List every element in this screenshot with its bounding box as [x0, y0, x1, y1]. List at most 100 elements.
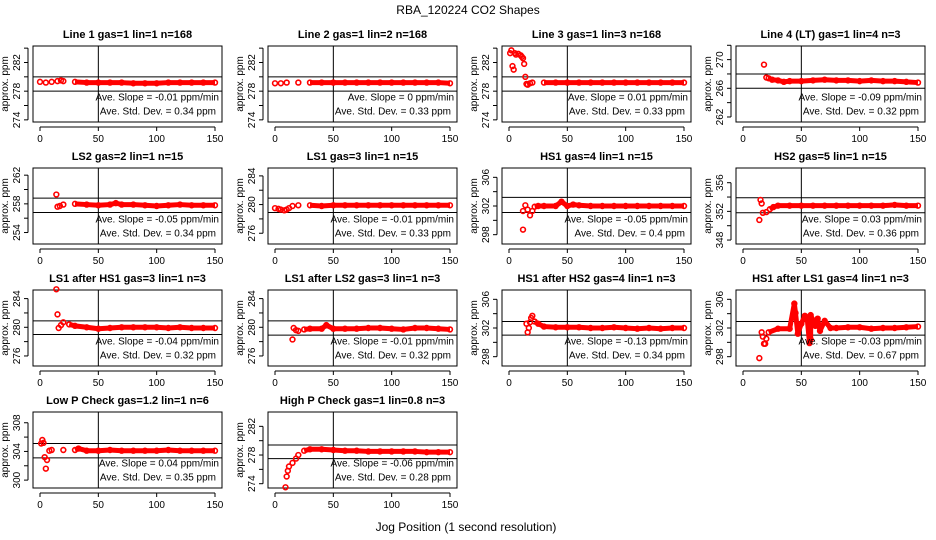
- data-point: [365, 79, 372, 86]
- data-band: [768, 202, 918, 212]
- stddev-annotation: Ave. Std. Dev. = 0.4 ppm: [574, 228, 685, 239]
- data-point: [353, 447, 360, 454]
- y-tick-label: 262: [715, 108, 726, 125]
- data-point: [446, 202, 454, 209]
- data-point: [509, 62, 516, 70]
- data-point: [622, 202, 629, 210]
- data-point: [868, 325, 875, 332]
- data-point: [388, 202, 395, 209]
- panel: Line 2 gas=1 lin=2 n=168 0 50 100 150 274 278 2…: [235, 29, 459, 145]
- data-point: [780, 78, 788, 86]
- y-tick-label: 276: [247, 347, 258, 364]
- panel: HS1 after LS1 gas=4 lin=1 n=3 0 50 100 150 29…: [703, 273, 927, 389]
- panel-title: Line 1 gas=1 lin=1 n=168: [63, 29, 192, 41]
- y-tick-label: 304: [12, 443, 23, 460]
- data-point: [774, 325, 782, 332]
- data-point: [552, 79, 559, 86]
- x-tick-label: 50: [796, 256, 808, 267]
- stddev-annotation: Ave. Std. Dev. = 0.32 ppm: [100, 350, 216, 361]
- slope-annotation: Ave. Slope = -0.06 ppm/min: [331, 459, 455, 470]
- data-point: [812, 322, 819, 330]
- data-point: [165, 324, 172, 332]
- data-point: [306, 446, 314, 453]
- plot-box: [32, 289, 223, 367]
- y-tick-label: 306: [481, 169, 492, 186]
- data-point: [295, 327, 302, 335]
- data-point: [376, 448, 384, 455]
- data-point: [176, 447, 184, 454]
- plot-box: [501, 45, 692, 123]
- x-tick-label: 150: [910, 256, 927, 267]
- x-tick-label: 50: [562, 378, 574, 389]
- data-point: [36, 78, 44, 86]
- slope-annotation: Ave. Slope = -0.01 ppm/min: [331, 337, 455, 348]
- stddev-annotation: Ave. Std. Dev. = 0.67 ppm: [803, 350, 919, 361]
- data-point: [176, 201, 184, 208]
- main-title: RBA_120224 CO2 Shapes: [396, 3, 539, 17]
- y-tick-label: 302: [481, 197, 492, 214]
- data-point: [353, 325, 360, 332]
- x-tick-label: 150: [910, 134, 927, 145]
- y-tick-label: 302: [715, 319, 726, 336]
- y-tick-label: 258: [12, 195, 23, 212]
- y-axis-label: approx. ppm: [0, 178, 11, 234]
- data-band: [767, 301, 919, 346]
- data-point: [765, 329, 772, 336]
- slope-annotation: Ave. Slope = 0.01 ppm/min: [568, 93, 688, 104]
- data-point: [435, 202, 442, 209]
- data-point: [657, 325, 664, 332]
- panel: Line 3 gas=1 lin=3 n=168 0 50 100 150 274 278 2…: [469, 29, 693, 145]
- data-point: [271, 204, 279, 212]
- x-tick-label: 0: [506, 134, 512, 145]
- data-point: [610, 202, 618, 210]
- data-point: [289, 202, 296, 210]
- data-point: [786, 202, 793, 209]
- x-tick-label: 0: [272, 256, 278, 267]
- data-point: [569, 201, 577, 208]
- data-point: [534, 202, 542, 210]
- data-point: [283, 473, 290, 480]
- data-point: [200, 202, 207, 209]
- plot-box: [267, 289, 458, 367]
- y-tick-label: 302: [481, 319, 492, 336]
- stddev-annotation: Ave. Std. Dev. = 0.33 ppm: [569, 106, 685, 117]
- data-point: [289, 336, 296, 343]
- x-tick-label: 0: [37, 134, 43, 145]
- plot-box: [267, 45, 458, 123]
- data-point: [807, 336, 814, 343]
- data-point: [844, 202, 852, 209]
- data-point: [856, 77, 863, 85]
- stddev-annotation: Ave. Std. Dev. = 0.34 ppm: [569, 350, 685, 361]
- plot-box: [32, 411, 223, 489]
- y-axis-label: approx. ppm: [469, 56, 480, 112]
- data-point: [318, 325, 325, 332]
- panel-title: LS1 after LS2 gas=3 lin=1 n=3: [285, 273, 441, 285]
- data-point: [353, 79, 360, 86]
- data-point: [300, 326, 308, 333]
- data-band: [310, 80, 451, 86]
- y-tick-label: 280: [247, 196, 258, 213]
- y-tick-label: 262: [12, 166, 23, 183]
- y-tick-label: 276: [12, 347, 23, 364]
- y-tick-label: 274: [481, 111, 492, 128]
- data-point: [809, 202, 817, 209]
- panel: Line 1 gas=1 lin=1 n=168 0 50 100 150 274 278 2…: [0, 29, 224, 145]
- data-point: [868, 202, 875, 209]
- x-tick-label: 100: [383, 500, 400, 511]
- data-point: [300, 447, 308, 454]
- panel-title: HS1 after HS2 gas=4 lin=1 n=3: [517, 273, 675, 285]
- data-point: [844, 324, 852, 331]
- stddev-annotation: Ave. Std. Dev. = 0.32 ppm: [335, 350, 451, 361]
- data-point: [165, 79, 172, 86]
- plot-box: [267, 411, 458, 489]
- x-tick-label: 0: [272, 378, 278, 389]
- data-point: [891, 77, 898, 85]
- data-point: [200, 79, 207, 86]
- data-point: [42, 465, 50, 472]
- data-point: [657, 202, 664, 210]
- data-point: [792, 309, 799, 317]
- data-point: [680, 324, 688, 332]
- slope-annotation: Ave. Slope = -0.13 ppm/min: [565, 337, 689, 348]
- x-tick-label: 0: [37, 500, 43, 511]
